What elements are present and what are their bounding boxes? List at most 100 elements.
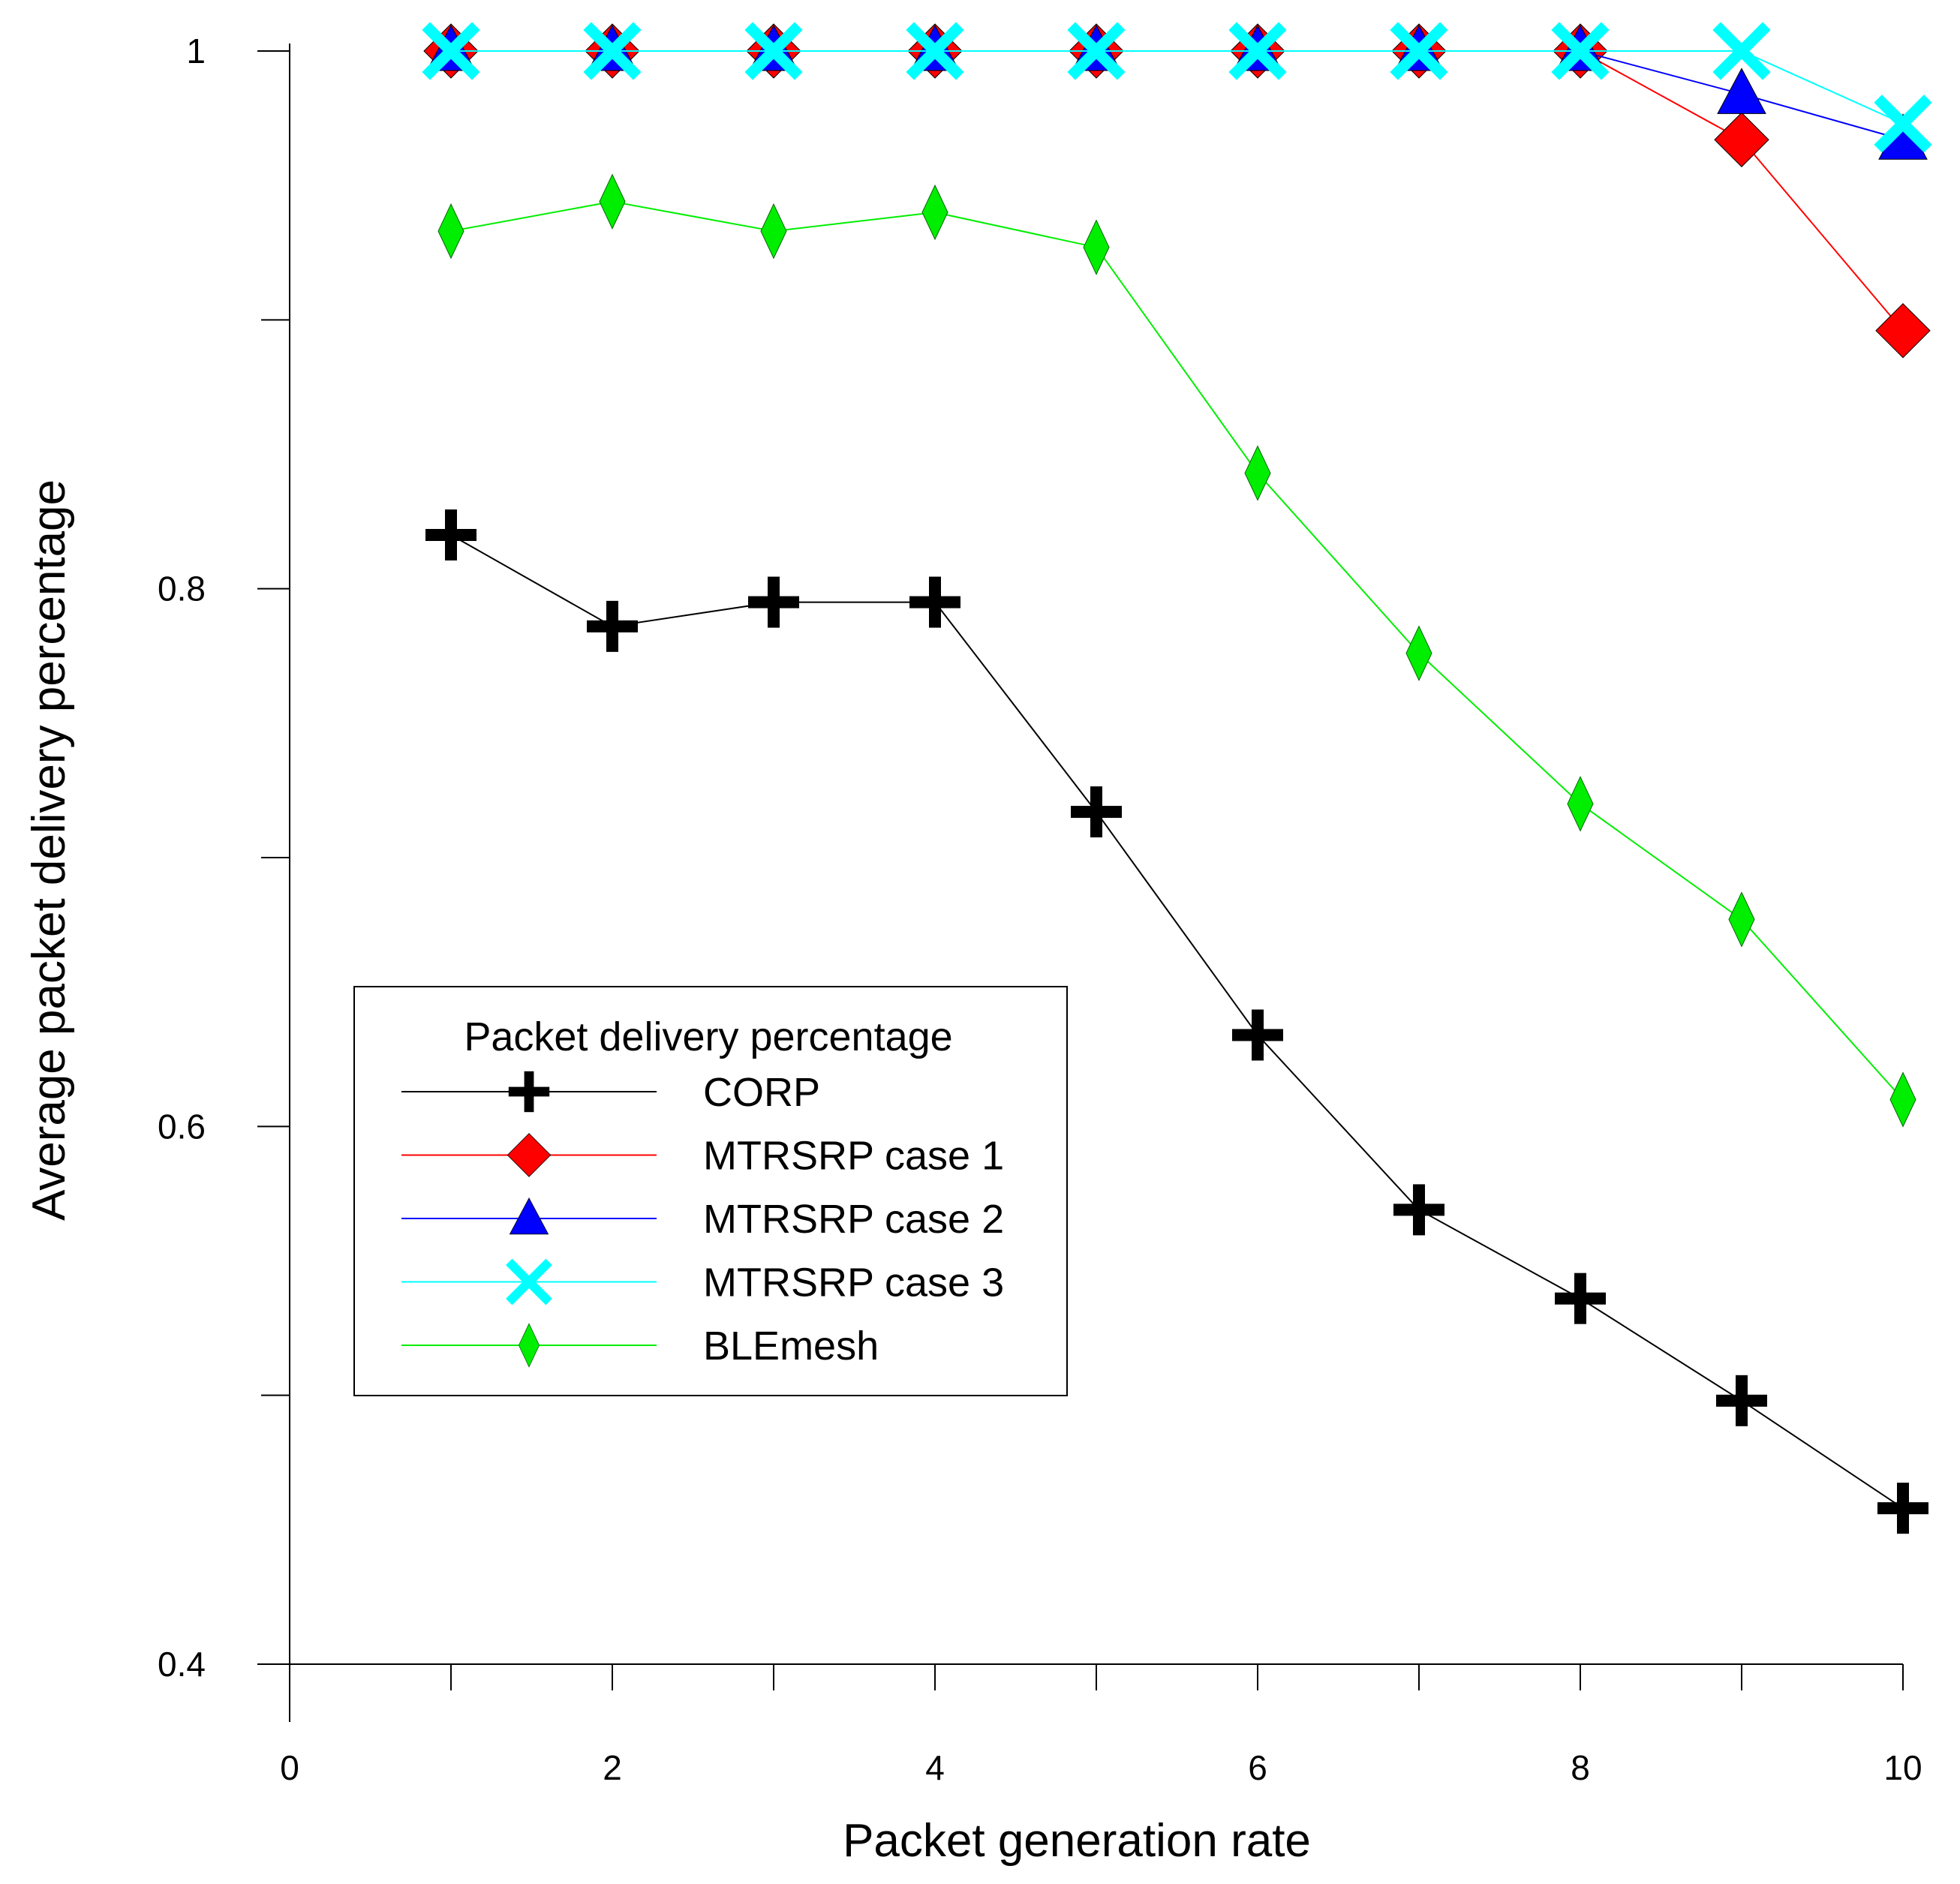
- data-point-corp: [587, 600, 638, 652]
- legend-label-corp: CORP: [703, 1070, 820, 1115]
- data-point-blemesh: [1244, 445, 1271, 501]
- legend-marker-mtrsrp-case-1: [507, 1133, 552, 1177]
- data-point-corp: [1716, 1375, 1767, 1426]
- thin-diamond-marker-shape: [1405, 625, 1432, 681]
- plus-marker-vbar: [1736, 1375, 1748, 1426]
- data-point-blemesh: [1728, 891, 1755, 948]
- legend-box: [353, 986, 1068, 1396]
- series-blemesh: [437, 173, 1916, 1128]
- series-line-corp: [450, 534, 1904, 1509]
- series-line-mtrsrp-case-1: [451, 50, 1904, 332]
- data-point-mtrsrp-case-3: [1712, 22, 1771, 80]
- data-point-blemesh: [1405, 625, 1432, 681]
- data-point-corp: [1071, 786, 1122, 838]
- legend-label-mtrsrp-case-3: MTRSRP case 3: [703, 1261, 1004, 1306]
- x-marker-stroke: [906, 22, 964, 80]
- legend: Packet delivery percentage CORP MTRSRP cas…: [353, 986, 1068, 1396]
- legend-title: Packet delivery percentage: [464, 1014, 952, 1059]
- data-point-mtrsrp-case-3: [1390, 22, 1448, 80]
- thin-diamond-marker-shape: [1244, 445, 1271, 501]
- data-point-blemesh: [1567, 776, 1594, 832]
- thin-diamond-marker-shape: [1889, 1071, 1916, 1128]
- x-marker-stroke: [583, 22, 642, 80]
- x-marker-stroke: [744, 22, 803, 80]
- series-line-mtrsrp-case-2: [451, 50, 1904, 141]
- x-marker-stroke: [1551, 22, 1610, 80]
- thin-diamond-marker-shape: [760, 203, 787, 260]
- thin-diamond-marker-shape: [1567, 776, 1594, 832]
- legend-marker-blemesh: [518, 1323, 540, 1368]
- data-point-blemesh: [1889, 1071, 1916, 1128]
- legend-label-mtrsrp-case-1: MTRSRP case 1: [703, 1134, 1004, 1179]
- data-point-blemesh: [1083, 219, 1110, 275]
- x-marker-stroke: [506, 1258, 552, 1306]
- data-point-corp: [1555, 1273, 1606, 1324]
- data-point-mtrsrp-case-3: [1874, 95, 1932, 153]
- plus-marker-vbar: [524, 1071, 534, 1113]
- data-point-blemesh: [921, 184, 948, 241]
- thin-diamond-marker-shape: [1083, 219, 1110, 275]
- series-group: [422, 22, 1932, 1534]
- x-tick-label: 4: [925, 1748, 945, 1787]
- triangle-marker-shape: [1717, 68, 1766, 114]
- data-point-corp: [748, 576, 799, 628]
- x-tick-label: 0: [280, 1748, 299, 1787]
- x-marker-stroke: [1874, 95, 1932, 153]
- x-marker-stroke: [422, 22, 480, 80]
- data-point-blemesh: [437, 203, 464, 260]
- triangle-marker-shape: [509, 1197, 549, 1235]
- data-point-mtrsrp-case-1: [1714, 112, 1769, 167]
- series-corp: [425, 509, 1928, 1534]
- y-tick-label: 0.4: [158, 1645, 206, 1684]
- plus-marker-vbar: [929, 576, 941, 628]
- plus-marker-vbar: [768, 576, 780, 628]
- plus-marker-vbar: [1413, 1184, 1425, 1236]
- x-marker-stroke: [1228, 22, 1287, 80]
- x-axis-title: Packet generation rate: [843, 1815, 1311, 1867]
- x-tick-label: 10: [1883, 1748, 1922, 1787]
- legend-entry-corp: CORP: [401, 1070, 820, 1115]
- series-mtrsrp-case-1: [423, 23, 1931, 359]
- data-point-mtrsrp-case-3: [744, 22, 803, 80]
- data-point-mtrsrp-case-3: [422, 22, 480, 80]
- thin-diamond-marker-shape: [1728, 891, 1755, 948]
- legend-label-mtrsrp-case-2: MTRSRP case 2: [703, 1197, 1004, 1242]
- data-point-corp: [1393, 1184, 1444, 1236]
- y-tick-label: 0.6: [158, 1107, 206, 1146]
- legend-marker-mtrsrp-case-3: [506, 1258, 552, 1306]
- data-point-blemesh: [760, 203, 787, 260]
- legend-entry-blemesh: BLEmesh: [401, 1323, 879, 1369]
- diamond-marker-shape: [507, 1133, 552, 1177]
- series-line-blemesh: [450, 200, 1904, 1101]
- x-marker-stroke: [1390, 22, 1448, 80]
- data-point-mtrsrp-case-3: [906, 22, 964, 80]
- data-point-blemesh: [599, 173, 626, 230]
- x-tick-label: 8: [1571, 1748, 1590, 1787]
- axes: 0.40.60.810 2 4 6 8 10: [158, 32, 1922, 1787]
- thin-diamond-marker-shape: [599, 173, 626, 230]
- legend-label-blemesh: BLEmesh: [703, 1324, 879, 1369]
- y-axis-title: Average packet delivery percentage: [23, 479, 75, 1221]
- data-point-corp: [909, 576, 960, 628]
- plus-marker-vbar: [1574, 1273, 1586, 1324]
- x-tick-label: 6: [1248, 1748, 1267, 1787]
- thin-diamond-marker-shape: [921, 184, 948, 241]
- plus-marker-vbar: [1897, 1483, 1909, 1534]
- plus-marker-vbar: [606, 600, 618, 652]
- legend-entry-mtrsrp-case-1: MTRSRP case 1: [401, 1133, 1004, 1179]
- data-point-mtrsrp-case-1: [1875, 302, 1931, 359]
- x-tick-label: 2: [603, 1748, 622, 1787]
- thin-diamond-marker-shape: [437, 203, 464, 260]
- x-marker-stroke: [1712, 22, 1771, 80]
- data-point-mtrsrp-case-3: [1551, 22, 1610, 80]
- plus-marker-vbar: [1090, 786, 1102, 838]
- series-mtrsrp-case-3: [422, 22, 1932, 153]
- data-point-mtrsrp-case-3: [1067, 22, 1126, 80]
- legend-entry-mtrsrp-case-2: MTRSRP case 2: [401, 1197, 1004, 1242]
- legend-entry-mtrsrp-case-3: MTRSRP case 3: [401, 1258, 1004, 1306]
- diamond-marker-shape: [1875, 302, 1931, 359]
- y-tick-label: 1: [186, 32, 206, 71]
- diamond-marker-shape: [1714, 112, 1769, 167]
